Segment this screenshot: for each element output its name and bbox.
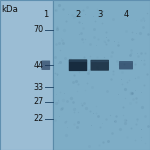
- FancyBboxPatch shape: [91, 60, 109, 71]
- Text: 4: 4: [123, 10, 129, 19]
- Text: 3: 3: [97, 10, 102, 19]
- Text: 1: 1: [43, 10, 48, 19]
- Text: 27: 27: [33, 98, 43, 106]
- FancyBboxPatch shape: [69, 60, 87, 62]
- Text: 33: 33: [33, 82, 44, 91]
- Text: 70: 70: [33, 26, 43, 34]
- Text: 22: 22: [33, 114, 43, 123]
- FancyBboxPatch shape: [41, 60, 50, 70]
- FancyBboxPatch shape: [119, 61, 133, 63]
- Text: kDa: kDa: [2, 4, 18, 14]
- FancyBboxPatch shape: [119, 61, 133, 69]
- FancyBboxPatch shape: [91, 60, 109, 62]
- Bar: [52, 0, 150, 150]
- FancyBboxPatch shape: [42, 61, 50, 63]
- FancyBboxPatch shape: [69, 59, 87, 71]
- Bar: [0, 0, 52, 150]
- Text: 44: 44: [33, 61, 44, 70]
- Text: 2: 2: [75, 10, 81, 19]
